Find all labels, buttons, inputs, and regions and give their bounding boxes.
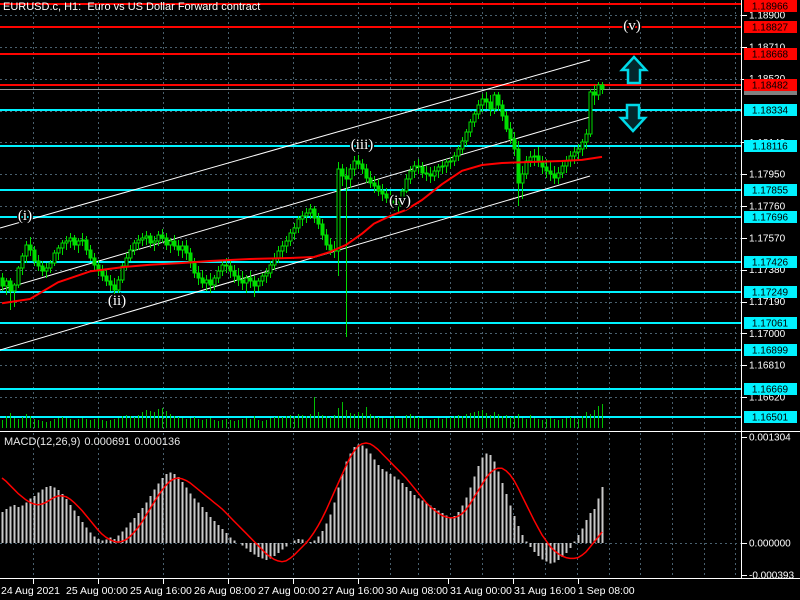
elliott-wave-label[interactable]: (iii) bbox=[349, 136, 375, 155]
price-axis: 1.189001.187101.185201.181401.179501.177… bbox=[741, 0, 797, 581]
svg-text:1.17380: 1.17380 bbox=[749, 265, 786, 276]
wave-labels-layer: (i) (ii) (iii) (iv) (v) bbox=[16, 17, 643, 311]
time-axis-label: 30 Aug 08:00 bbox=[386, 585, 448, 597]
support-price-label: 1.17696 bbox=[744, 211, 797, 224]
resistance-price-label: 1.18482 bbox=[744, 79, 797, 92]
time-axis-label: 1 Sep 08:00 bbox=[578, 585, 635, 597]
svg-text:1.16620: 1.16620 bbox=[749, 393, 786, 404]
svg-text:1.17000: 1.17000 bbox=[749, 329, 786, 340]
macd-main-value: 0.000691 bbox=[84, 436, 131, 448]
svg-text:1.17190: 1.17190 bbox=[749, 297, 786, 308]
time-axis-label: 31 Aug 16:00 bbox=[514, 585, 576, 597]
support-price-label: 1.16501 bbox=[744, 411, 797, 424]
time-axis-label: 25 Aug 00:00 bbox=[66, 585, 128, 597]
macd-name: MACD(12,26,9) bbox=[4, 436, 81, 448]
time-axis-label: 24 Aug 2021 bbox=[1, 585, 60, 597]
pane-borders bbox=[0, 0, 800, 579]
time-axis-label: 26 Aug 08:00 bbox=[194, 585, 256, 597]
svg-text:0.001304: 0.001304 bbox=[749, 433, 791, 444]
resistance-price-label: 1.18668 bbox=[744, 48, 797, 61]
svg-text:1.16669: 1.16669 bbox=[752, 385, 789, 396]
svg-text:1.18334: 1.18334 bbox=[752, 106, 789, 117]
level-lines-layer bbox=[0, 3, 741, 418]
svg-text:-0.000393: -0.000393 bbox=[749, 570, 794, 581]
ma-line bbox=[1, 155, 603, 305]
svg-text:1.17760: 1.17760 bbox=[749, 202, 786, 213]
support-price-label: 1.18334 bbox=[744, 104, 797, 117]
trend-channel-line[interactable] bbox=[0, 175, 591, 351]
elliott-wave-label[interactable]: (iv) bbox=[388, 192, 413, 211]
svg-text:1.16810: 1.16810 bbox=[749, 361, 786, 372]
svg-text:0.000000: 0.000000 bbox=[749, 539, 791, 550]
svg-text:1.17950: 1.17950 bbox=[749, 170, 786, 181]
resistance-price-label: 1.18966 bbox=[744, 0, 797, 13]
svg-text:1.18482: 1.18482 bbox=[752, 81, 789, 92]
svg-text:1.17855: 1.17855 bbox=[752, 186, 789, 197]
support-price-label: 1.17061 bbox=[744, 317, 797, 330]
svg-text:1.17426: 1.17426 bbox=[752, 258, 789, 269]
trend-channel-line[interactable] bbox=[0, 59, 591, 229]
svg-text:1.17061: 1.17061 bbox=[752, 319, 789, 330]
support-price-label: 1.17855 bbox=[744, 184, 797, 197]
candles-layer bbox=[0, 82, 605, 337]
svg-text:1.18900: 1.18900 bbox=[749, 11, 786, 22]
svg-text:1.18668: 1.18668 bbox=[752, 50, 789, 61]
macd-layer bbox=[1, 442, 604, 564]
support-price-label: 1.17249 bbox=[744, 286, 797, 299]
support-price-label: 1.16669 bbox=[744, 383, 797, 396]
macd-indicator-label: MACD(12,26,9) 0.000691 0.000136 bbox=[4, 436, 184, 448]
support-price-label: 1.18116 bbox=[744, 140, 797, 153]
trendline-layer bbox=[0, 59, 591, 351]
svg-text:1.18116: 1.18116 bbox=[752, 142, 788, 153]
chart-title: EURUSD.c, H1: Euro vs US Dollar Forward … bbox=[3, 1, 261, 13]
arrows-layer bbox=[618, 55, 649, 133]
svg-text:1.17696: 1.17696 bbox=[752, 213, 789, 224]
volume-layer bbox=[2, 397, 603, 428]
ma-layer bbox=[1, 155, 603, 305]
svg-text:1.16501: 1.16501 bbox=[752, 413, 789, 424]
svg-text:1.16899: 1.16899 bbox=[752, 346, 789, 357]
macd-signal-value: 0.000136 bbox=[134, 436, 181, 448]
svg-text:1.17570: 1.17570 bbox=[749, 233, 786, 244]
support-price-label: 1.17426 bbox=[744, 256, 797, 269]
svg-text:1.18827: 1.18827 bbox=[752, 23, 789, 34]
time-axis: 24 Aug 2021 25 Aug 00:00 25 Aug 16:00 26 Au… bbox=[1, 579, 635, 597]
svg-text:1.17249: 1.17249 bbox=[752, 288, 789, 299]
time-axis-label: 25 Aug 16:00 bbox=[130, 585, 192, 597]
time-axis-label: 27 Aug 00:00 bbox=[258, 585, 320, 597]
down-arrow-marker[interactable] bbox=[618, 103, 648, 133]
resistance-price-label: 1.18827 bbox=[744, 21, 797, 34]
macd-signal-line bbox=[1, 442, 603, 563]
elliott-wave-label[interactable]: (ii) bbox=[106, 292, 127, 311]
elliott-wave-label[interactable]: (i) bbox=[16, 207, 33, 226]
support-price-label: 1.16899 bbox=[744, 344, 797, 357]
time-axis-label: 27 Aug 16:00 bbox=[322, 585, 384, 597]
up-arrow-marker[interactable] bbox=[619, 55, 649, 85]
time-axis-label: 31 Aug 00:00 bbox=[450, 585, 512, 597]
elliott-wave-label[interactable]: (v) bbox=[622, 17, 643, 36]
svg-text:1.18710: 1.18710 bbox=[749, 42, 786, 53]
svg-text:1.18966: 1.18966 bbox=[752, 2, 789, 13]
